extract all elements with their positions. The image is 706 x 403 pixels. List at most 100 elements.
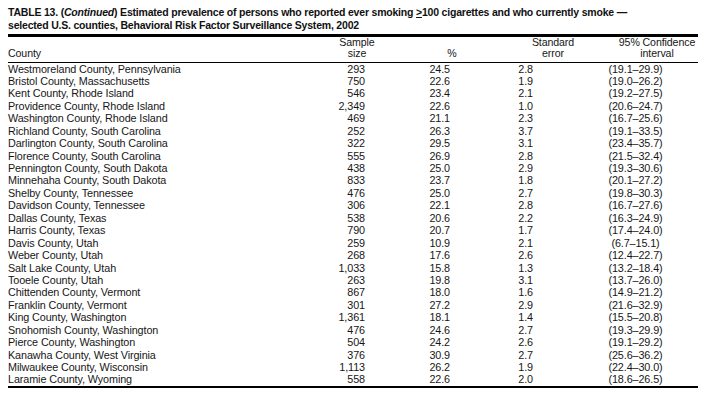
cell-sample-size: 2,349 — [304, 100, 365, 112]
cell-standard-error: 1.9 — [450, 75, 533, 87]
cell-standard-error: 2.8 — [450, 199, 533, 211]
cell-confidence-interval: (15.5–20.8) — [533, 311, 698, 323]
cell-confidence-interval: (23.4–35.7) — [533, 137, 698, 149]
cell-confidence-interval: (16.3–24.9) — [533, 212, 698, 224]
cell-county: Darlington County, South Carolina — [8, 137, 304, 149]
cell-confidence-interval: (19.3–29.9) — [533, 324, 698, 336]
table-row: Weber County, Utah 268 17.6 2.6 (12.4–22… — [8, 249, 698, 261]
cell-standard-error: 1.7 — [450, 224, 533, 236]
cell-sample-size: 833 — [304, 174, 365, 186]
cell-sample-size: 252 — [304, 125, 365, 137]
cell-county: Pennington County, South Dakota — [8, 162, 304, 174]
cell-percent: 30.9 — [365, 349, 450, 361]
cell-standard-error: 2.6 — [450, 249, 533, 261]
cell-sample-size: 1,361 — [304, 311, 365, 323]
table-row: Laramie County, Wyoming 558 22.6 2.0 (18… — [8, 373, 698, 385]
cell-standard-error: 2.1 — [450, 237, 533, 249]
cell-sample-size: 790 — [304, 224, 365, 236]
cell-confidence-interval: (19.1–29.2) — [533, 336, 698, 348]
cell-percent: 23.7 — [365, 174, 450, 186]
cell-confidence-interval: (14.9–21.2) — [533, 286, 698, 298]
cell-sample-size: 1,113 — [304, 361, 365, 373]
cell-county: Laramie County, Wyoming — [8, 373, 304, 385]
cell-sample-size: 555 — [304, 150, 365, 162]
title-text-end: 100 cigarettes and who currently smoke — — [422, 6, 627, 18]
cell-percent: 18.1 — [365, 311, 450, 323]
table-row: Bristol County, Massachusetts 750 22.6 1… — [8, 75, 698, 87]
cell-confidence-interval: (13.2–18.4) — [533, 262, 698, 274]
column-header-ci-line1: 95% Confidence — [619, 36, 695, 48]
cell-standard-error: 1.9 — [450, 361, 533, 373]
cell-county: Franklin County, Vermont — [8, 299, 304, 311]
cell-standard-error: 1.6 — [450, 286, 533, 298]
bottom-rule — [8, 386, 698, 389]
cell-sample-size: 546 — [304, 87, 365, 99]
table-row: Washington County, Rhode Island 469 21.1… — [8, 112, 698, 124]
column-header-sample-line1: Sample — [339, 36, 374, 48]
cell-county: Richland County, South Carolina — [8, 125, 304, 137]
title-text-mid: ) Estimated prevalence of persons who re… — [114, 6, 416, 18]
table-body: Westmoreland County, Pennsylvania 293 24… — [8, 63, 698, 386]
cell-percent: 27.2 — [365, 299, 450, 311]
cell-county: Milwaukee County, Wisconsin — [8, 361, 304, 373]
cell-standard-error: 3.7 — [450, 125, 533, 137]
table-row: Kent County, Rhode Island 546 23.4 2.1 (… — [8, 87, 698, 99]
cell-county: Harris County, Texas — [8, 224, 304, 236]
cell-percent: 25.0 — [365, 187, 450, 199]
cell-sample-size: 438 — [304, 162, 365, 174]
cell-percent: 17.6 — [365, 249, 450, 261]
cell-standard-error: 2.7 — [450, 349, 533, 361]
cell-county: Weber County, Utah — [8, 249, 304, 261]
cell-county: King County, Washington — [8, 311, 304, 323]
table-row: Pennington County, South Dakota 438 25.0… — [8, 162, 698, 174]
cell-confidence-interval: (25.6–36.2) — [533, 349, 698, 361]
cell-county: Bristol County, Massachusetts — [8, 75, 304, 87]
cell-county: Shelby County, Tennessee — [8, 187, 304, 199]
column-header-confidence-interval: 95% Confidenceinterval — [619, 37, 695, 60]
column-header-standard-error: Standarderror — [532, 37, 574, 60]
cell-confidence-interval: (19.2–27.5) — [533, 87, 698, 99]
cell-sample-size: 268 — [304, 249, 365, 261]
cell-standard-error: 2.9 — [450, 299, 533, 311]
cell-percent: 15.8 — [365, 262, 450, 274]
title-continued: Continued — [64, 6, 114, 18]
cell-confidence-interval: (17.4–24.0) — [533, 224, 698, 236]
cell-standard-error: 2.0 — [450, 373, 533, 385]
table-row: Salt Lake County, Utah 1,033 15.8 1.3 (1… — [8, 262, 698, 274]
table-row: Milwaukee County, Wisconsin 1,113 26.2 1… — [8, 361, 698, 373]
cell-standard-error: 2.7 — [450, 187, 533, 199]
cell-county: Snohomish County, Washington — [8, 324, 304, 336]
cell-confidence-interval: (19.3–30.6) — [533, 162, 698, 174]
cell-confidence-interval: (16.7–25.6) — [533, 112, 698, 124]
table-row: Westmoreland County, Pennsylvania 293 24… — [8, 63, 698, 75]
cell-percent: 26.9 — [365, 150, 450, 162]
cell-sample-size: 867 — [304, 286, 365, 298]
cell-percent: 10.9 — [365, 237, 450, 249]
cell-confidence-interval: (21.6–32.9) — [533, 299, 698, 311]
cell-percent: 19.8 — [365, 274, 450, 286]
cell-percent: 22.6 — [365, 373, 450, 385]
cell-standard-error: 2.8 — [450, 63, 533, 75]
cell-county: Providence County, Rhode Island — [8, 100, 304, 112]
column-header-sample-size: Samplesize — [339, 37, 374, 60]
table-row: Dallas County, Texas 538 20.6 2.2 (16.3–… — [8, 212, 698, 224]
cell-county: Tooele County, Utah — [8, 274, 304, 286]
cell-confidence-interval: (22.4–30.0) — [533, 361, 698, 373]
cell-sample-size: 293 — [304, 63, 365, 75]
cell-sample-size: 1,033 — [304, 262, 365, 274]
cell-standard-error: 2.1 — [450, 87, 533, 99]
cell-confidence-interval: (19.1–33.5) — [533, 125, 698, 137]
cell-percent: 18.0 — [365, 286, 450, 298]
cell-percent: 25.0 — [365, 162, 450, 174]
table-row: Florence County, South Carolina 555 26.9… — [8, 150, 698, 162]
table-title: TABLE 13. (Continued) Estimated prevalen… — [8, 6, 698, 32]
cell-sample-size: 301 — [304, 299, 365, 311]
cell-county: Washington County, Rhode Island — [8, 112, 304, 124]
cell-county: Dallas County, Texas — [8, 212, 304, 224]
cell-county: Kent County, Rhode Island — [8, 87, 304, 99]
table-row: Minnehaha County, South Dakota 833 23.7 … — [8, 174, 698, 186]
document-page: TABLE 13. (Continued) Estimated prevalen… — [0, 0, 706, 388]
cell-county: Salt Lake County, Utah — [8, 262, 304, 274]
cell-sample-size: 259 — [304, 237, 365, 249]
cell-sample-size: 750 — [304, 75, 365, 87]
